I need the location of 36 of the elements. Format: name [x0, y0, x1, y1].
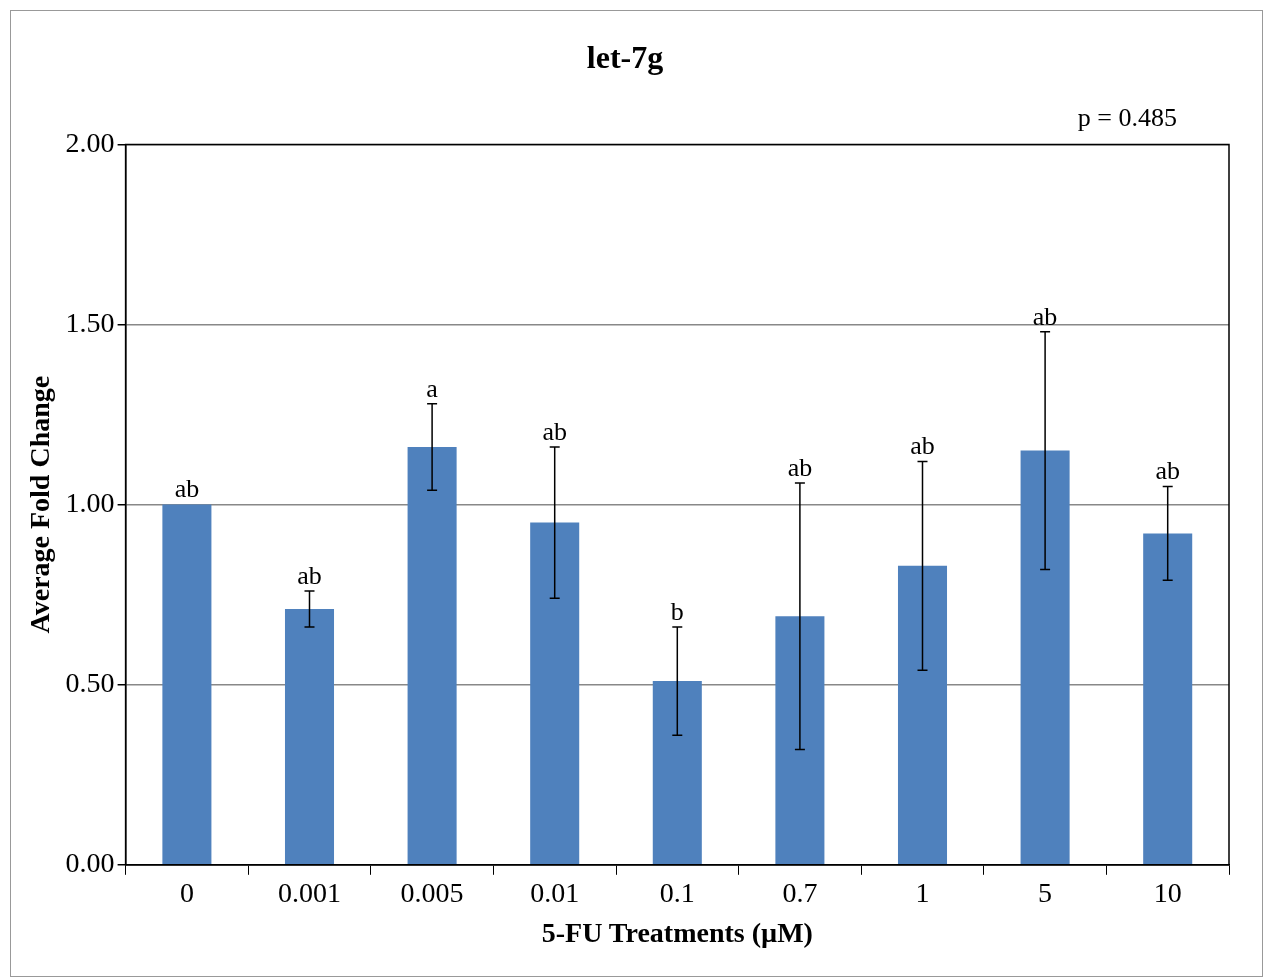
- annotation: ab: [542, 416, 567, 446]
- bar: [652, 681, 702, 865]
- x-tick-label: 0.1: [659, 876, 695, 908]
- x-axis-title: 5-FU Treatments (µM): [541, 917, 813, 949]
- annotation: b: [670, 596, 684, 626]
- y-tick-label: 0.00: [65, 847, 115, 879]
- annotation: ab: [910, 431, 935, 461]
- y-axis-title: Average Fold Change: [24, 375, 56, 634]
- annotation: a: [426, 373, 439, 403]
- annotation: ab: [787, 452, 813, 482]
- x-tick-label: 0.005: [400, 876, 464, 908]
- bar: [1020, 450, 1070, 865]
- y-tick-label: 1.00: [65, 486, 115, 518]
- x-tick-label: 10: [1153, 876, 1182, 908]
- text: p = 0.485: [1077, 103, 1177, 133]
- bar: [162, 504, 212, 865]
- x-tick-label: 0: [179, 876, 194, 908]
- annotation: ab: [297, 560, 322, 590]
- x-tick-label: 5: [1038, 876, 1053, 908]
- bar: [284, 609, 335, 865]
- y-tick-label: 0.50: [65, 667, 115, 699]
- y-tick-label: 1.50: [65, 306, 115, 338]
- x-tick-label: 1: [915, 876, 930, 908]
- annotation: ab: [1032, 301, 1058, 331]
- bar: [530, 522, 580, 865]
- x-tick-label: 0.7: [782, 876, 818, 908]
- chart-title: let-7g: [586, 39, 664, 76]
- y-tick-label: 2.00: [65, 126, 115, 158]
- annotation: ab: [1155, 456, 1180, 486]
- bar: [897, 565, 948, 865]
- bar: [1143, 533, 1193, 865]
- x-tick-label: 0.001: [278, 876, 341, 908]
- bar: [407, 446, 457, 865]
- annotation: ab: [174, 474, 200, 504]
- bar: [775, 616, 825, 865]
- x-tick-label: 0.01: [530, 876, 580, 908]
